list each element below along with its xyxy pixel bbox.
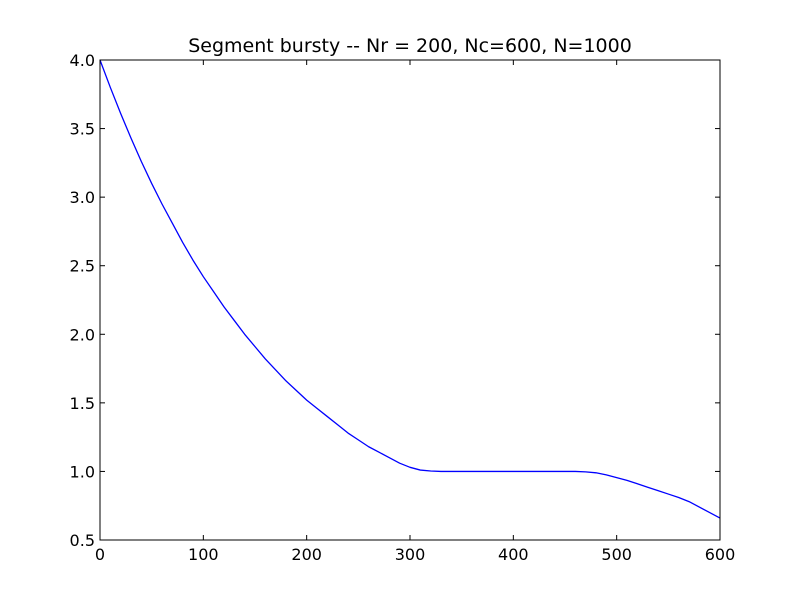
x-tick-label: 200 [291,545,322,564]
y-tick-label: 3.5 [70,120,95,139]
x-tick-label: 100 [188,545,219,564]
x-tick-label: 500 [601,545,632,564]
axis-ticks: 0 100 200 300 400 500 600 0.5 1.0 1.5 2.0 2.5 3.0 3.5… [70,51,736,564]
x-tick-label: 300 [395,545,426,564]
y-tick-label: 1.5 [70,394,95,413]
plot-area-frame [99,59,721,541]
x-tick-label: 600 [705,545,736,564]
series-line-0 [99,59,721,519]
series-layer [99,59,721,519]
x-tick-label: 0 [95,545,105,564]
y-tick-label: 3.0 [70,188,95,207]
chart-title: Segment bursty -- Nr = 200, Nc=600, N=10… [188,35,632,57]
y-tick-label: 2.0 [70,325,95,344]
y-tick-label: 1.0 [70,462,95,481]
x-tick-label: 400 [498,545,529,564]
y-tick-label: 0.5 [70,531,95,550]
y-tick-label: 4.0 [70,51,95,70]
y-tick-label: 2.5 [70,257,95,276]
